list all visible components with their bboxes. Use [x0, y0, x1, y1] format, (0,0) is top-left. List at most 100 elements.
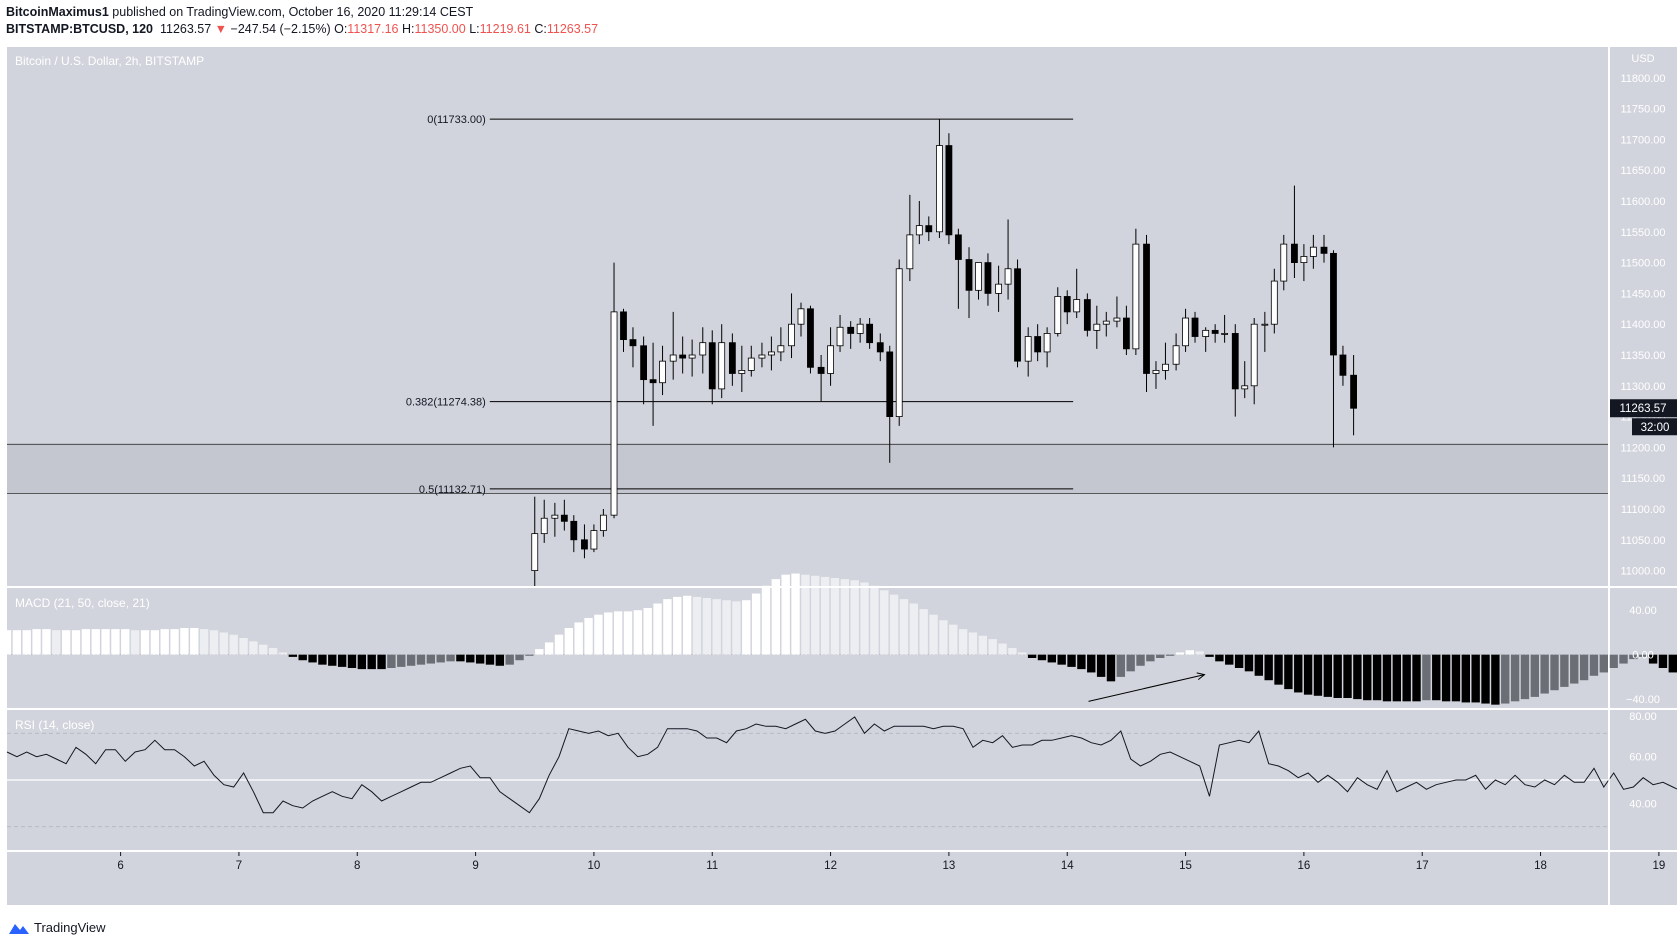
macd-bar [633, 610, 643, 655]
macd-bar [367, 654, 376, 670]
macd-bar [2, 630, 12, 655]
time-tick-label: 16 [1297, 860, 1310, 872]
macd-bar [1136, 654, 1145, 666]
time-tick-label: 18 [1534, 860, 1547, 872]
macd-bar [308, 654, 317, 663]
rsi-tick: 80.00 [1629, 711, 1657, 723]
macd-bar [949, 624, 958, 655]
time-tick-label: 7 [236, 860, 242, 872]
macd-bar [594, 614, 603, 655]
macd-bar [1303, 654, 1313, 695]
price-tick: 11600.00 [1620, 196, 1665, 208]
candle [1093, 305, 1101, 349]
main-pane-title: Bitcoin / U.S. Dollar, 2h, BITSTAMP [15, 54, 205, 68]
macd-tick: 0.00 [1632, 650, 1653, 662]
candle-body [1043, 333, 1051, 353]
candle-body [906, 234, 914, 270]
tradingview-logo[interactable]: TradingView [8, 920, 106, 935]
price-tick: 11200.00 [1620, 442, 1665, 454]
macd-bar [899, 599, 909, 655]
macd-bar [1067, 654, 1076, 667]
macd-bar [456, 654, 465, 662]
macd-bar [337, 654, 347, 667]
candle [1320, 234, 1328, 263]
macd-bar [1461, 654, 1471, 703]
candle [925, 216, 933, 242]
macd-bar [1560, 654, 1569, 687]
macd-bar [554, 634, 564, 655]
macd-bar [613, 611, 623, 655]
macd-bar [791, 573, 800, 655]
macd-bar [1323, 654, 1333, 697]
candle [1152, 361, 1160, 389]
candle-body [1004, 268, 1012, 285]
symbol-label: BITSTAMP:BTCUSD, 120 [6, 22, 154, 36]
candle [1083, 293, 1091, 337]
macd-bar [1668, 654, 1677, 673]
candle [915, 201, 923, 245]
candle [1270, 268, 1278, 334]
candle-body [1191, 317, 1199, 337]
publish-info: published on TradingView.com, October 16… [112, 5, 474, 19]
candle [945, 133, 953, 245]
candle-body [1073, 299, 1081, 313]
candle [758, 342, 766, 368]
candle-body [718, 342, 726, 390]
fib-level-label: 0.382(11274.38) [406, 397, 486, 409]
macd-bar [742, 600, 751, 655]
macd-bar [1008, 648, 1017, 655]
candle-body [777, 345, 785, 353]
macd-bar [1501, 654, 1510, 704]
macd-bar [505, 654, 514, 665]
candle-body [895, 268, 903, 418]
candle-body [688, 354, 696, 359]
low-value: 11219.61 [479, 22, 531, 36]
candle [1261, 311, 1269, 352]
time-tick-label: 12 [824, 860, 837, 872]
author-name[interactable]: BitcoinMaximus1 [6, 5, 109, 19]
candle [531, 496, 539, 586]
candle [1291, 185, 1298, 278]
candle-body [788, 323, 795, 347]
price-tick: 11550.00 [1620, 227, 1665, 239]
macd-bar [830, 578, 840, 655]
candle [1250, 318, 1258, 405]
macd-bar [347, 654, 357, 668]
macd-bar [564, 628, 574, 655]
candle [629, 327, 637, 368]
macd-bar [978, 635, 988, 655]
candle [847, 321, 855, 349]
candle [738, 345, 746, 392]
macd-bar [1234, 654, 1244, 668]
macd-bar [249, 641, 258, 655]
rsi-line [6, 716, 1677, 814]
macd-bar [1294, 654, 1303, 693]
macd-bar [61, 630, 71, 655]
macd-bar [1274, 654, 1283, 685]
candle [1191, 311, 1199, 343]
candle-body [1024, 336, 1032, 362]
candle [1182, 308, 1189, 352]
candle-body [659, 360, 666, 384]
high-label: H: [402, 22, 415, 36]
last-price-label: 11263.57 [1619, 403, 1666, 415]
macd-bar [170, 629, 179, 655]
candle-body [1172, 345, 1180, 365]
macd-arrow-line [1088, 674, 1205, 702]
candle-body [1291, 243, 1298, 263]
macd-bar [22, 630, 31, 655]
candle [560, 499, 568, 531]
candle [620, 308, 627, 352]
candle [1231, 324, 1239, 417]
macd-bar [1106, 654, 1116, 682]
macd-bar [1648, 654, 1658, 664]
candle-body [1182, 317, 1189, 347]
candle [1172, 333, 1180, 371]
macd-bar [1382, 654, 1392, 702]
macd-bar [1599, 654, 1609, 673]
macd-bar [939, 620, 948, 655]
macd-bar [1225, 654, 1234, 665]
candle [768, 336, 775, 371]
candle-body [936, 145, 943, 233]
